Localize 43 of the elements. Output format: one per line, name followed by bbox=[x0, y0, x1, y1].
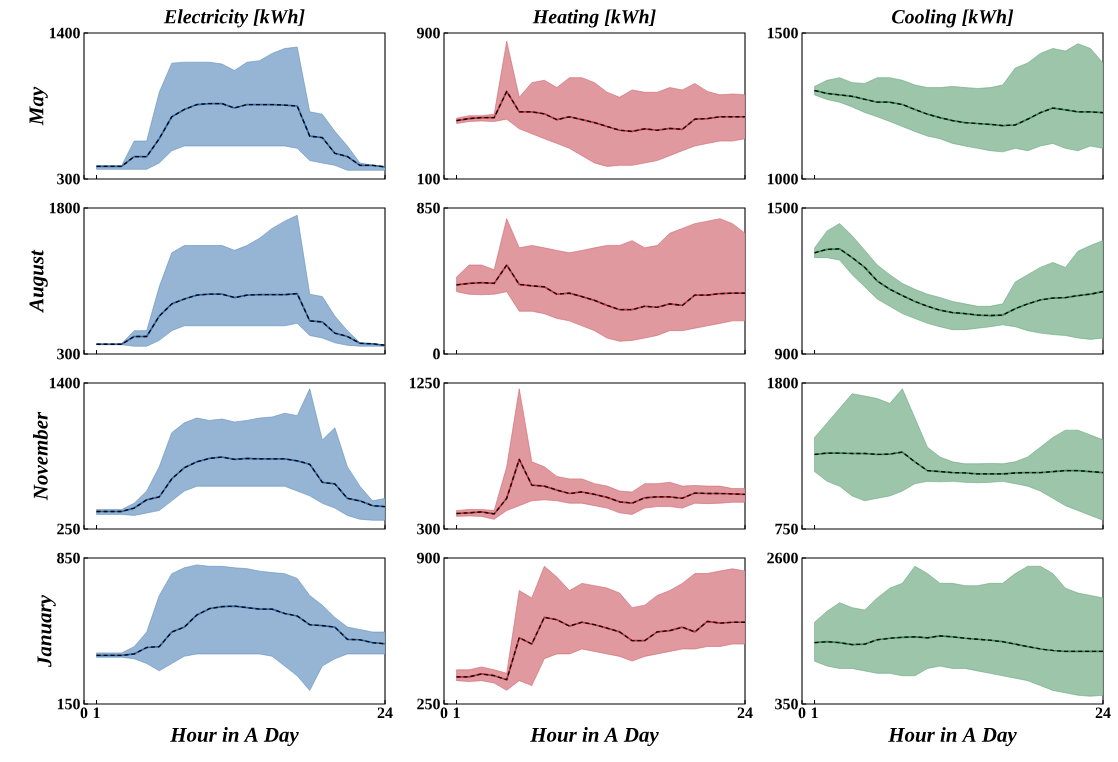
y-tick-label: 1500 bbox=[767, 27, 798, 39]
y-tick-label: 250 bbox=[417, 698, 440, 710]
y-tick-label: 1400 bbox=[49, 377, 80, 389]
chart-title: Electricity [kWh] bbox=[163, 9, 305, 28]
chart-title: Cooling [kWh] bbox=[892, 9, 1014, 28]
y-tick-label: 1000 bbox=[767, 173, 798, 185]
x-tick-label: 24 bbox=[737, 707, 753, 719]
y-tick-label: 0 bbox=[433, 348, 440, 360]
x-axis-title: Hour in A Day bbox=[530, 727, 659, 747]
y-tick-label: 300 bbox=[57, 173, 80, 185]
y-tick-label: 1800 bbox=[49, 202, 80, 214]
y-tick-label: 1500 bbox=[767, 202, 798, 214]
y-axis-title: May bbox=[29, 86, 48, 126]
y-tick-label: 150 bbox=[57, 698, 80, 710]
y-axis-title: August bbox=[29, 249, 48, 313]
x-tick-label: 0 bbox=[80, 707, 88, 719]
y-tick-label: 750 bbox=[775, 523, 798, 535]
y-tick-label: 1400 bbox=[49, 27, 80, 39]
y-tick-label: 900 bbox=[775, 348, 798, 360]
x-tick-label: 1 bbox=[93, 707, 100, 719]
y-tick-label: 300 bbox=[57, 348, 80, 360]
y-tick-label: 2600 bbox=[767, 552, 798, 564]
y-axis-title: November bbox=[33, 411, 48, 501]
y-axis-title: January bbox=[37, 594, 56, 668]
y-tick-label: 900 bbox=[417, 552, 440, 564]
x-tick-label: 24 bbox=[1095, 707, 1111, 719]
y-tick-label: 1800 bbox=[767, 377, 798, 389]
y-tick-label: 900 bbox=[417, 27, 440, 39]
x-tick-label: 0 bbox=[440, 707, 448, 719]
x-axis-title: Hour in A Day bbox=[170, 727, 299, 747]
y-tick-label: 1250 bbox=[409, 377, 440, 389]
x-tick-label: 1 bbox=[811, 707, 818, 719]
x-axis-title: Hour in A Day bbox=[888, 727, 1017, 747]
x-tick-label: 24 bbox=[377, 707, 393, 719]
y-tick-label: 250 bbox=[57, 523, 80, 535]
chart-title: Heating [kWh] bbox=[532, 9, 656, 28]
x-tick-label: 0 bbox=[798, 707, 806, 719]
y-tick-label: 850 bbox=[57, 552, 80, 564]
y-tick-label: 300 bbox=[417, 523, 440, 535]
x-tick-label: 1 bbox=[453, 707, 460, 719]
y-tick-label: 850 bbox=[417, 202, 440, 214]
y-tick-label: 100 bbox=[417, 173, 440, 185]
y-tick-label: 350 bbox=[775, 698, 798, 710]
